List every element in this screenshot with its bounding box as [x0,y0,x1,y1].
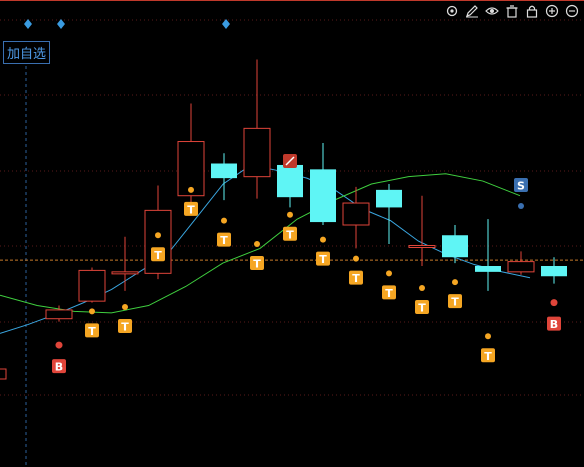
candle-body [45,309,73,320]
candle-body [507,261,535,273]
signal-t-badge-bg [349,270,363,285]
signal-dot [221,217,227,224]
signal-b-badge-bg [52,359,66,374]
signal-dot [550,299,558,307]
signal-t-badge-bg [448,294,462,309]
signal-t-badge-label: T [121,321,129,334]
candle-body [144,209,172,274]
signal-t-badge-bg [250,256,264,271]
signal-b-badge-label: B [55,361,63,374]
signal-dot [287,211,293,218]
gear-icon[interactable] [444,3,460,19]
candle-body [408,245,436,248]
signal-dot [452,279,458,286]
zoom-out-icon[interactable] [564,3,580,19]
signal-dot [485,333,491,340]
signal-t-badge-bg [85,323,99,338]
signal-dot [188,186,194,193]
pencil-icon[interactable] [464,3,480,19]
signal-dot [155,232,161,239]
signal-t-badge-label: T [220,234,228,247]
signal-t-badge-bg [184,201,198,216]
signal-b-badge-label: B [550,318,558,331]
candle-body [342,202,370,226]
signal-t-badge-label: T [451,296,459,309]
signal-t-badge-bg [481,348,495,363]
signal-dot [518,202,524,209]
signal-dot [386,270,392,277]
candle-body [442,235,468,258]
signal-t-badge-bg [316,251,330,266]
signal-dot [320,236,326,243]
signal-dot [254,241,260,248]
candle-body [177,141,205,197]
signal-dot [419,284,425,291]
signal-t-badge-label: T [319,253,327,266]
signal-t-badge-label: T [418,301,426,314]
signal-t-badge-label: T [154,249,162,262]
event-diamond-icon [57,19,65,29]
candle-body [277,164,303,198]
signal-t-badge-bg [217,232,231,247]
signal-dot [122,304,128,310]
signal-t-badge-bg [382,285,396,300]
signal-dot [55,341,63,349]
candle-body [310,169,336,223]
candle-body [376,189,402,208]
signal-t-badge-bg [118,319,132,333]
signal-t-badge-bg [415,299,429,314]
candle-body [211,163,237,179]
event-diamond-icon [222,19,230,29]
signal-s-badge-bg [514,177,528,192]
add-to-watchlist-button[interactable]: 加自选 [3,41,51,64]
ma-long-line [0,173,521,314]
signal-s-badge-label: S [517,179,525,192]
chart-toolbar [444,3,580,19]
signal-t-badge-label: T [187,203,195,216]
signal-t-badge-label: T [253,258,261,271]
trash-icon[interactable] [504,3,520,19]
signal-t-badge-bg [151,247,165,262]
candle-body [243,127,271,178]
zoom-in-icon[interactable] [544,3,560,19]
signal-dot [353,255,359,262]
note-icon-pen [285,156,295,166]
signal-dot [89,308,95,315]
eye-icon[interactable] [484,3,500,19]
candle-body [541,266,567,277]
signal-t-badge-bg [283,226,297,241]
signal-t-badge-label: T [88,325,96,338]
candle-body [78,269,106,302]
candle-body [475,266,501,272]
signal-t-badge-label: T [385,287,393,300]
candle-body [111,271,139,275]
signal-t-badge-label: T [484,350,492,363]
candle-partial [0,368,7,380]
lock-icon[interactable] [524,3,540,19]
signal-b-badge-bg [547,316,561,331]
signal-t-badge-label: T [352,272,360,285]
signal-t-badge-label: T [286,228,294,241]
event-diamond-icon [24,19,32,29]
